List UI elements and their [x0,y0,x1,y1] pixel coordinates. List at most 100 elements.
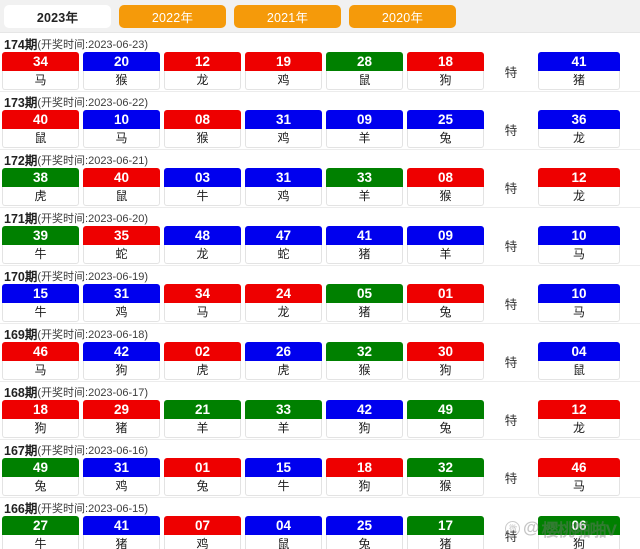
ball-number: 18 [407,52,484,71]
ball-number: 34 [164,284,241,303]
ball-number: 15 [2,284,79,303]
ball-zodiac: 鼠 [245,535,322,549]
year-tab-2022[interactable]: 2022年 [119,4,226,28]
ball-number: 40 [2,110,79,129]
ball-number: 08 [164,110,241,129]
ball: 08 猴 [164,110,241,148]
ball-number: 33 [326,168,403,187]
year-tab-label: 2022年 [151,10,194,25]
ball-row: 34 马 20 猴 12 龙 19 鸡 28 鼠 18 狗 特 41 猪 [0,52,640,91]
ball-row: 18 狗 29 猪 21 羊 33 羊 42 狗 49 兔特 12 龙 [0,400,640,439]
ball: 38 虎 [2,168,79,206]
special-ball: 10 马 [538,284,620,322]
ball-number: 29 [83,400,160,419]
ball-number: 49 [407,400,484,419]
ball-number: 31 [83,284,160,303]
ball-zodiac: 狗 [407,71,484,90]
ball-number: 49 [2,458,79,477]
ball-zodiac: 猪 [407,535,484,549]
ball-zodiac: 兔 [407,419,484,438]
special-ball-zodiac: 马 [538,303,620,322]
special-ball-zodiac: 猪 [538,71,620,90]
ball: 09 羊 [326,110,403,148]
ball: 32 猴 [326,342,403,380]
ball: 49 兔 [2,458,79,496]
year-tab-2020[interactable]: 2020年 [349,4,456,28]
special-ball: 04 鼠 [538,342,620,380]
draw-issue: 166期 [4,502,38,516]
ball-zodiac: 龙 [164,245,241,264]
ball-number: 09 [407,226,484,245]
ball-number: 01 [164,458,241,477]
ball-number: 28 [326,52,403,71]
draw-issue: 174期 [4,38,38,52]
draw-time: (开奖时间:2023-06-21) [37,155,149,167]
ball-row: 27 牛 41 猪 07 鸡 04 鼠 25 兔 17 猪特 06 狗 [0,516,640,549]
special-ball-number: 12 [538,168,620,187]
draw-header: 166期 (开奖时间:2023-06-15) [0,497,640,516]
ball-zodiac: 狗 [83,361,160,380]
draw-header: 173期 (开奖时间:2023-06-22) [0,91,640,110]
ball-number: 25 [326,516,403,535]
ball-zodiac: 蛇 [83,245,160,264]
year-tab-label: 2021年 [266,10,309,25]
ball: 31 鸡 [83,458,160,496]
ball: 42 狗 [83,342,160,380]
ball: 03 牛 [164,168,241,206]
draw-issue: 171期 [4,212,38,226]
ball-zodiac: 鼠 [83,187,160,206]
special-ball-zodiac: 马 [538,245,620,264]
ball: 34 马 [164,284,241,322]
ball-number: 30 [407,342,484,361]
ball: 31 鸡 [245,110,322,148]
draw-row: 171期 (开奖时间:2023-06-20) 39 牛 35 蛇 48 龙 47 蛇 41 猪 09 羊特… [0,207,640,265]
ball: 32 猴 [407,458,484,496]
ball-zodiac: 鼠 [2,129,79,148]
ball-number: 19 [245,52,322,71]
ball-zodiac: 羊 [245,419,322,438]
ball-number: 12 [164,52,241,71]
special-label: 特 [504,65,518,80]
ball: 18 狗 [2,400,79,438]
ball-zodiac: 牛 [2,535,79,549]
ball-zodiac: 鼠 [326,71,403,90]
special-ball: 06 狗 [538,516,620,549]
ball-zodiac: 狗 [326,477,403,496]
ball-number: 10 [83,110,160,129]
ball-zodiac: 鸡 [83,303,160,322]
ball-number: 39 [2,226,79,245]
special-ball: 12 龙 [538,400,620,438]
special-label: 特 [504,297,518,312]
ball-zodiac: 兔 [164,477,241,496]
year-tab-2023[interactable]: 2023年 [4,4,111,28]
ball-number: 27 [2,516,79,535]
ball: 09 羊 [407,226,484,264]
draw-row: 168期 (开奖时间:2023-06-17) 18 狗 29 猪 21 羊 33 羊 42 狗 49 兔特… [0,381,640,439]
ball-number: 31 [245,168,322,187]
ball-zodiac: 兔 [2,477,79,496]
ball-zodiac: 狗 [407,361,484,380]
ball-zodiac: 猴 [407,477,484,496]
ball-zodiac: 牛 [2,245,79,264]
ball-number: 09 [326,110,403,129]
ball-zodiac: 龙 [164,71,241,90]
ball-number: 24 [245,284,322,303]
ball: 07 鸡 [164,516,241,549]
year-tab-2021[interactable]: 2021年 [234,4,341,28]
ball: 04 鼠 [245,516,322,549]
special-label: 特 [504,355,518,370]
draw-row: 172期 (开奖时间:2023-06-21) 38 虎 40 鼠 03 牛 31 鸡 33 羊 08 猴 特… [0,149,640,207]
special-ball: 36 龙 [538,110,620,148]
ball-zodiac: 鸡 [245,71,322,90]
ball-zodiac: 兔 [407,129,484,148]
ball: 25 兔 [407,110,484,148]
ball: 30 狗 [407,342,484,380]
ball: 46 马 [2,342,79,380]
ball-number: 01 [407,284,484,303]
special-ball-number: 06 [538,516,620,535]
ball: 05 猪 [326,284,403,322]
ball: 35 蛇 [83,226,160,264]
draw-time: (开奖时间:2023-06-20) [37,213,149,225]
draw-header: 168期 (开奖时间:2023-06-17) [0,381,640,400]
ball-number: 26 [245,342,322,361]
